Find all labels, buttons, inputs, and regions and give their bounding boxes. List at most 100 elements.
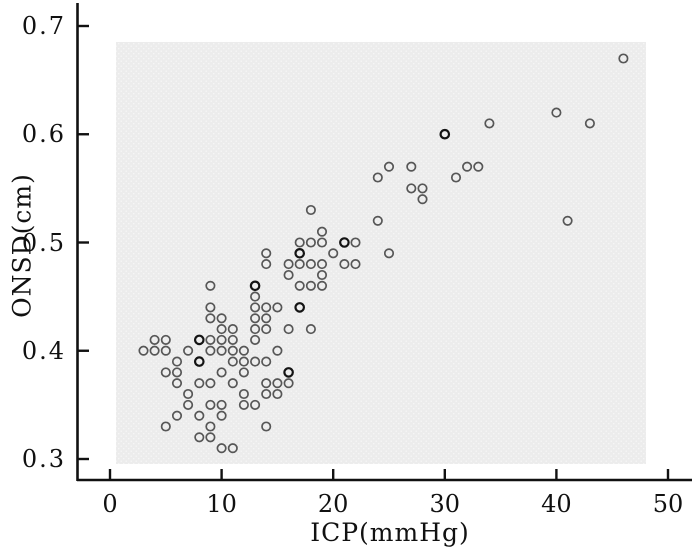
data-point — [406, 183, 417, 194]
data-point — [171, 378, 183, 389]
data-point — [149, 334, 160, 345]
data-point — [205, 345, 216, 356]
data-point — [171, 356, 183, 367]
data-point — [283, 259, 294, 270]
data-point — [350, 237, 361, 248]
data-point — [250, 356, 261, 367]
data-point — [238, 399, 249, 410]
data-point — [171, 367, 183, 378]
data-point — [205, 302, 216, 313]
data-point — [551, 107, 562, 118]
data-point — [227, 443, 238, 454]
data-point — [138, 345, 149, 356]
data-point — [205, 378, 216, 389]
data-point — [272, 388, 283, 400]
data-point — [350, 259, 361, 270]
data-point — [261, 356, 272, 367]
data-point — [216, 410, 227, 421]
data-point — [227, 378, 238, 389]
data-point — [160, 345, 171, 356]
data-point — [250, 399, 261, 410]
data-point — [316, 237, 328, 248]
plot-area — [116, 42, 646, 464]
data-point — [171, 410, 183, 421]
data-point — [372, 215, 383, 226]
data-point — [194, 334, 205, 346]
data-point — [160, 367, 171, 378]
data-point — [305, 237, 316, 248]
y-tick-label: 0.3 — [21, 445, 66, 473]
data-point — [205, 432, 216, 443]
data-point — [250, 302, 261, 313]
data-point — [283, 324, 294, 335]
data-point — [227, 334, 238, 345]
data-point — [238, 367, 249, 378]
data-point — [216, 345, 227, 356]
data-point — [562, 215, 573, 226]
data-point — [484, 118, 495, 129]
data-point — [305, 259, 316, 270]
data-point — [216, 399, 227, 410]
data-point — [261, 302, 272, 313]
data-point — [261, 421, 272, 432]
data-point — [261, 324, 272, 335]
data-point — [316, 280, 328, 291]
data-point — [261, 313, 272, 324]
data-point — [462, 161, 473, 172]
data-point — [272, 345, 283, 356]
data-point — [160, 421, 171, 432]
data-point — [339, 237, 350, 248]
data-point — [227, 356, 238, 367]
x-tick-label: 40 — [541, 490, 572, 518]
data-point — [283, 269, 294, 281]
data-point — [294, 302, 305, 313]
data-point — [216, 313, 227, 324]
data-point — [339, 259, 350, 270]
x-axis-title: ICP(mmHg) — [310, 518, 470, 547]
data-point — [473, 161, 484, 172]
data-point — [294, 248, 305, 259]
data-point — [261, 259, 272, 270]
data-point — [160, 334, 171, 345]
data-point — [283, 378, 294, 389]
data-point — [183, 399, 194, 410]
data-point — [417, 183, 428, 194]
data-point — [238, 356, 249, 367]
data-point — [294, 237, 305, 248]
data-point — [194, 378, 205, 389]
y-tick-label: 0.5 — [21, 228, 66, 257]
data-point — [316, 226, 328, 237]
data-point — [149, 345, 160, 356]
data-point — [250, 324, 261, 335]
data-point — [283, 367, 294, 378]
data-point — [216, 324, 227, 335]
data-point — [294, 259, 305, 270]
data-point — [194, 432, 205, 443]
data-point — [316, 259, 328, 270]
data-point — [194, 356, 205, 367]
data-point — [227, 324, 238, 335]
x-tick-label: 30 — [429, 490, 461, 518]
data-point — [328, 248, 339, 259]
y-tick-label: 0.7 — [21, 12, 66, 40]
data-point — [439, 128, 451, 140]
data-point — [305, 204, 316, 216]
data-point — [205, 313, 216, 324]
data-point — [194, 410, 205, 421]
data-point — [238, 388, 249, 400]
data-point — [216, 334, 227, 345]
data-point — [316, 269, 328, 281]
data-point — [272, 302, 283, 313]
data-point — [383, 161, 395, 172]
data-point — [450, 172, 462, 183]
data-point — [406, 161, 417, 172]
data-point — [250, 313, 261, 324]
x-tick-label: 50 — [652, 490, 684, 518]
data-point — [261, 248, 272, 259]
y-tick-label: 0.4 — [21, 336, 66, 365]
data-point — [249, 280, 261, 292]
data-point — [216, 443, 227, 454]
data-point — [205, 280, 216, 291]
data-point — [238, 345, 249, 356]
